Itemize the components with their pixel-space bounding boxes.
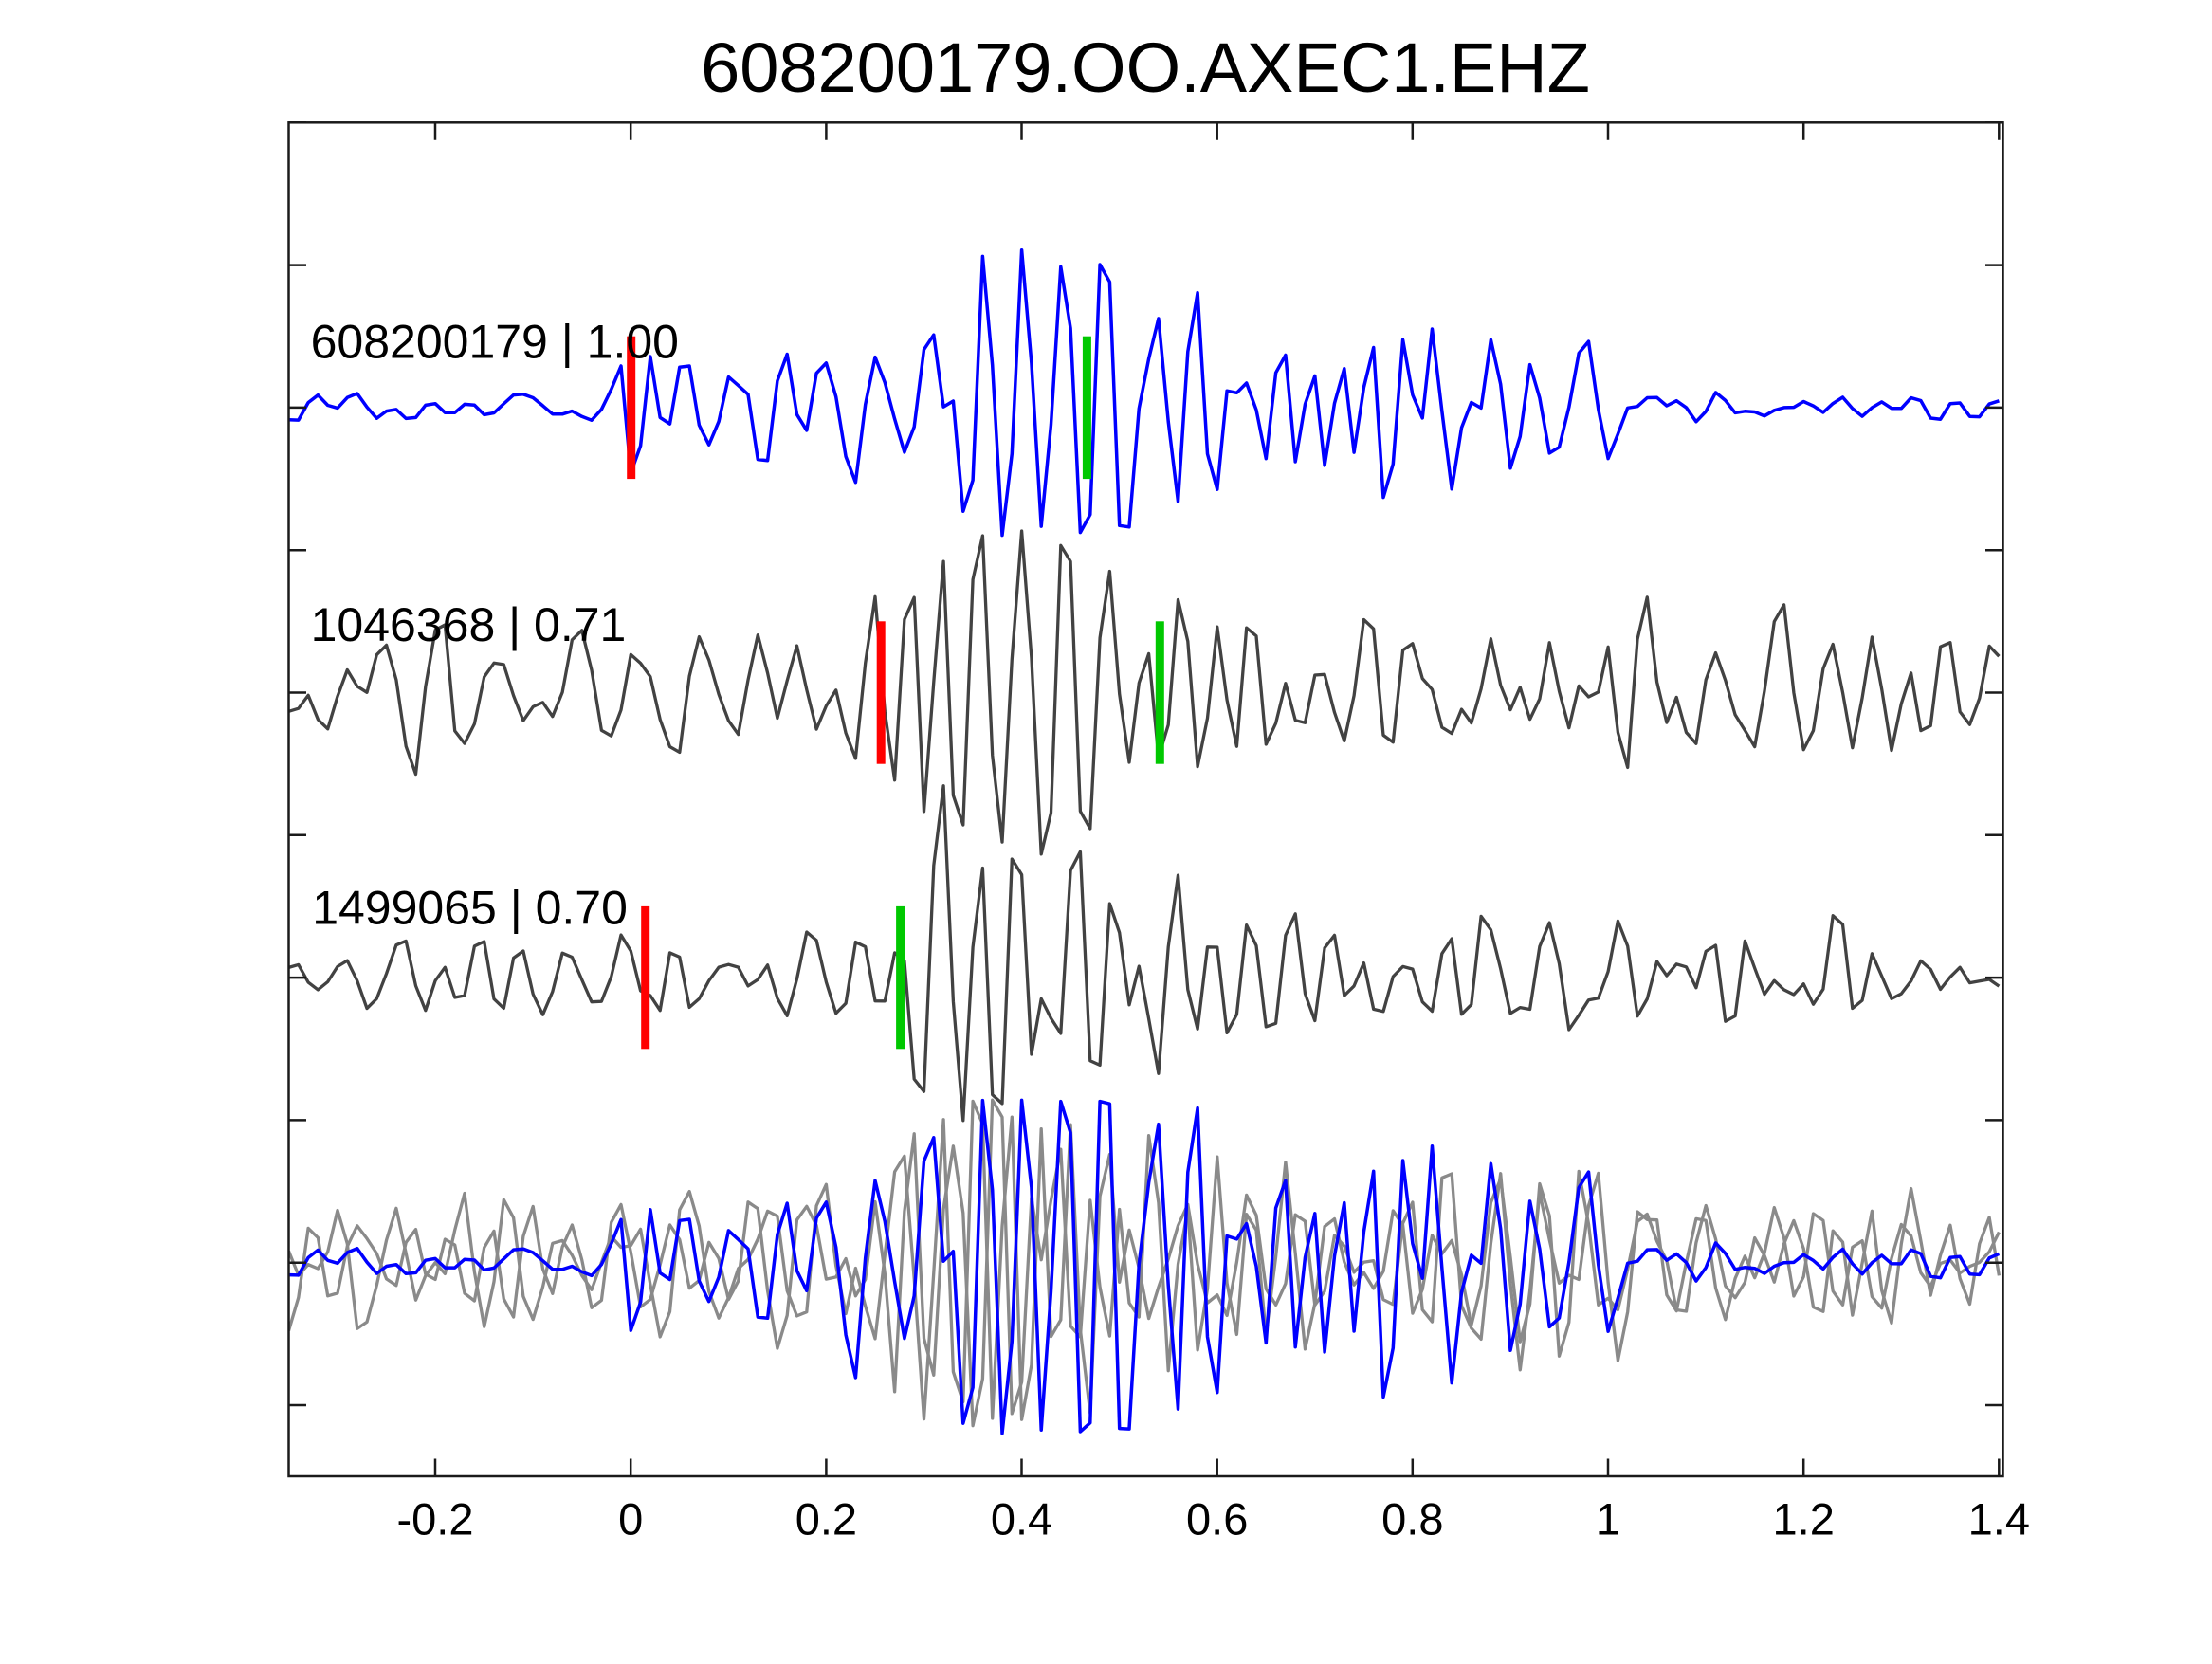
svg-text:1.2: 1.2: [1773, 1494, 1835, 1545]
svg-text:0.4: 0.4: [991, 1494, 1052, 1545]
svg-text:0.6: 0.6: [1186, 1494, 1248, 1545]
svg-text:608200179 | 1.00: 608200179 | 1.00: [311, 315, 679, 368]
svg-text:-0.2: -0.2: [397, 1494, 474, 1545]
svg-text:0.8: 0.8: [1381, 1494, 1443, 1545]
svg-text:0: 0: [618, 1494, 643, 1545]
svg-text:1.4: 1.4: [1968, 1494, 2030, 1545]
svg-text:1: 1: [1596, 1494, 1620, 1545]
svg-text:608200179.OO.AXEC1.EHZ: 608200179.OO.AXEC1.EHZ: [701, 28, 1590, 107]
svg-text:1499065 | 0.70: 1499065 | 0.70: [312, 881, 628, 934]
svg-text:1046368 | 0.71: 1046368 | 0.71: [311, 598, 627, 651]
svg-text:0.2: 0.2: [795, 1494, 857, 1545]
